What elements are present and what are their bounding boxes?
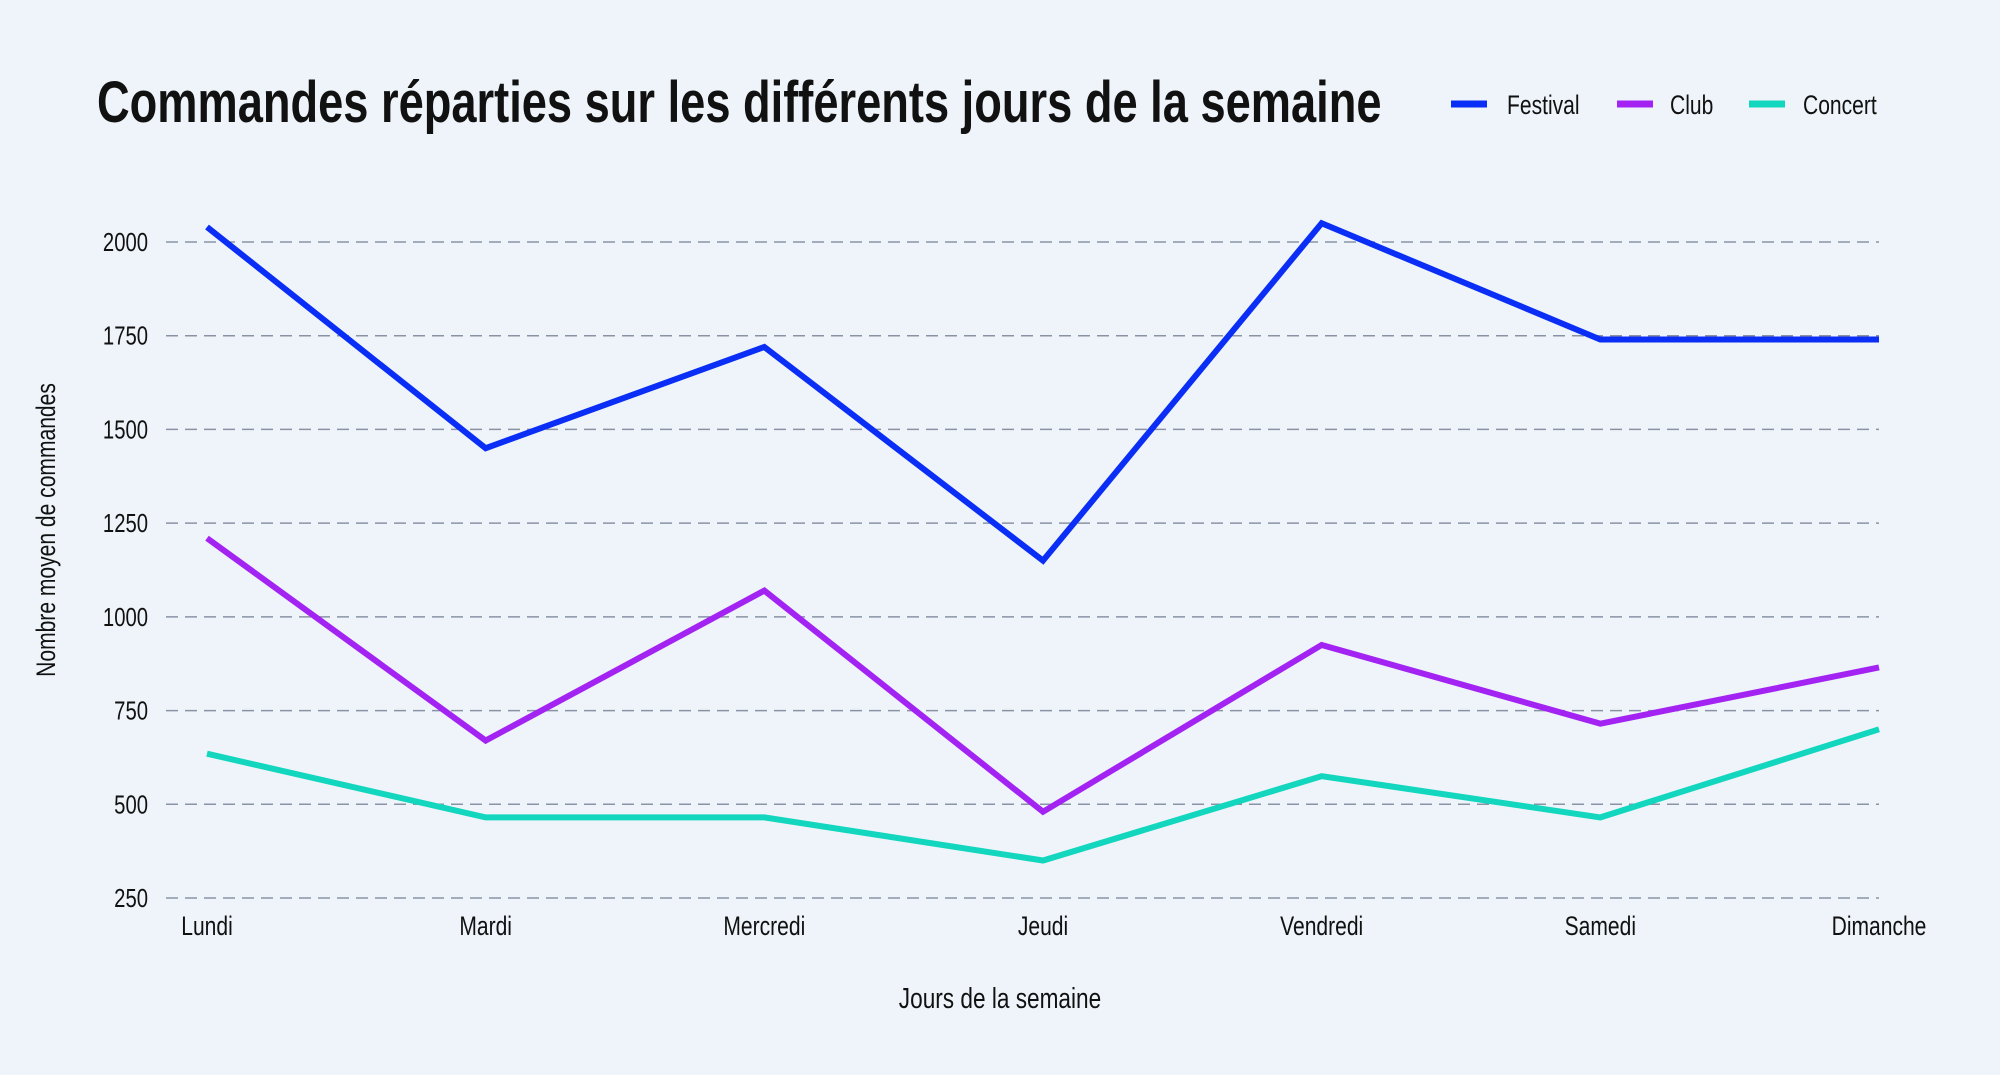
legend-label: Club [1670, 91, 1713, 121]
y-tick-label: 1000 [103, 602, 148, 631]
x-tick-label-group: Jeudi [1018, 912, 1068, 942]
x-tick-label: Mardi [459, 912, 512, 942]
y-axis-label: Nombre moyen de commandes [32, 383, 62, 677]
y-tick-label: 1500 [103, 415, 148, 444]
x-tick-label-group: Dimanche [1832, 912, 1927, 942]
x-tick-label: Vendredi [1280, 912, 1363, 942]
y-tick-label: 2000 [103, 228, 148, 257]
x-tick-label: Lundi [181, 912, 233, 942]
x-tick-label: Jeudi [1018, 912, 1068, 942]
x-tick-label-group: Samedi [1565, 912, 1636, 942]
x-tick-label-group: Mercredi [723, 912, 805, 942]
y-tick-label-group: 1500 [103, 415, 148, 444]
x-tick-label: Dimanche [1832, 912, 1927, 942]
y-tick-label-group: 750 [114, 696, 148, 725]
y-tick-label-group: 500 [114, 790, 148, 819]
y-tick-label: 500 [114, 790, 148, 819]
y-tick-label-group: 1000 [103, 602, 148, 631]
y-tick-label: 1250 [103, 509, 148, 538]
y-tick-label-group: 1250 [103, 509, 148, 538]
x-axis-label-group: Jours de la semaine [899, 981, 1101, 1014]
legend-label: Concert [1803, 91, 1877, 121]
chart-title-group: Commandes réparties sur les différents j… [97, 71, 1381, 136]
x-tick-label-group: Mardi [459, 912, 512, 942]
x-tick-label-group: Lundi [181, 912, 233, 942]
x-tick-label: Samedi [1565, 912, 1636, 942]
x-tick-label-group: Vendredi [1280, 912, 1363, 942]
x-axis-label: Jours de la semaine [899, 981, 1101, 1014]
x-tick-label: Mercredi [723, 912, 805, 942]
legend-label-group: Club [1670, 91, 1713, 121]
legend-label-group: Festival [1507, 91, 1580, 121]
y-tick-label-group: 1750 [103, 321, 148, 350]
y-tick-label-group: 2000 [103, 228, 148, 257]
y-tick-label-group: 250 [114, 884, 148, 913]
y-tick-label: 250 [114, 884, 148, 913]
legend-label-group: Concert [1803, 91, 1877, 121]
y-axis-label-wrap: Nombre moyen de commandes [32, 383, 62, 677]
chart-title: Commandes réparties sur les différents j… [97, 71, 1381, 136]
y-tick-label: 750 [114, 696, 148, 725]
y-tick-label: 1750 [103, 321, 148, 350]
legend-label: Festival [1507, 91, 1580, 121]
